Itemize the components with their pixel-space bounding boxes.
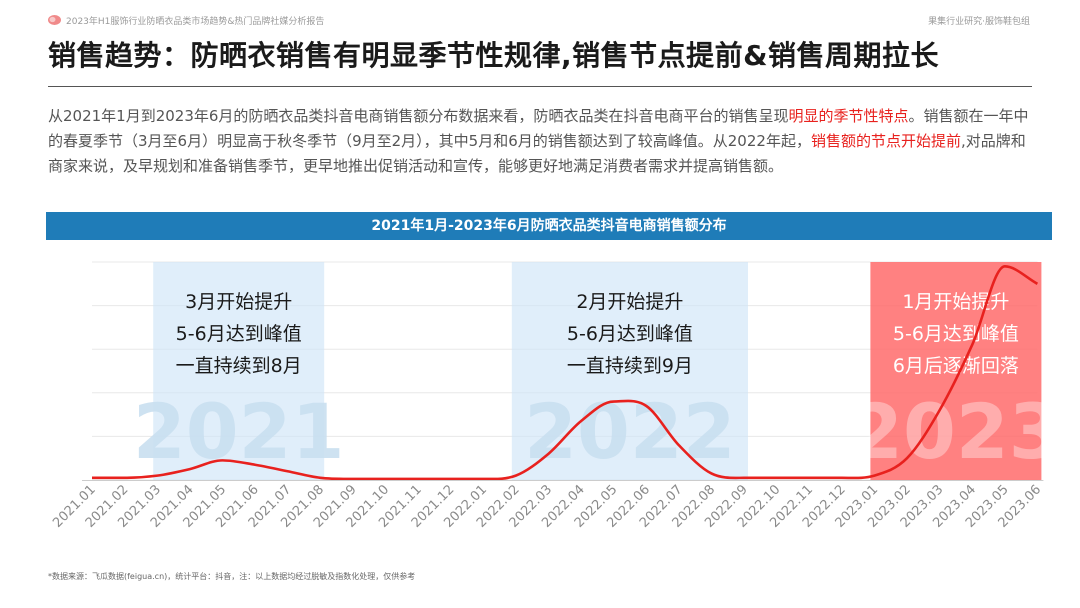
band-annotation-2021: 5-6月达到峰值: [176, 323, 302, 345]
data-point: [384, 478, 386, 480]
highlight-band-2022: [511, 262, 748, 480]
data-point: [938, 409, 940, 411]
report-source: 果集行业研究·服饰鞋包组: [928, 17, 1030, 27]
band-annotation-2022: 5-6月达到峰值: [567, 323, 693, 345]
band-annotation-2023: 6月后逐渐回落: [893, 355, 1019, 377]
data-point: [547, 453, 549, 455]
chart-title-banner: 2021年1月-2023年6月防晒衣品类抖音电商销售额分布: [46, 212, 1052, 240]
data-point: [417, 478, 419, 480]
series-line: [91, 265, 1039, 481]
data-point: [156, 474, 158, 476]
highlight-band-2023: [870, 262, 1042, 480]
band-annotation-2021: 3月开始提升: [185, 291, 292, 313]
data-point: [515, 474, 517, 476]
brand-logo-icon: [48, 15, 61, 25]
data-point: [612, 400, 614, 402]
intro-highlight-2: 销售额的节点开始提前: [810, 132, 961, 150]
data-point: [808, 477, 810, 479]
data-point: [1004, 265, 1006, 267]
data-point: [710, 472, 712, 474]
intro-text-2: 。销售额在一年中的春夏季节（3月至6月）明显高于秋冬季节（9月至2月），其中5月…: [48, 107, 1029, 150]
data-point: [678, 444, 680, 446]
data-point: [189, 468, 191, 470]
intro-highlight-1: 明显的季节性特点: [788, 107, 909, 125]
band-annotation-2023: 5-6月达到峰值: [893, 323, 1019, 345]
data-point: [221, 459, 223, 461]
page-title: 销售趋势：防晒衣销售有明显季节性规律,销售节点提前&销售周期拉长: [48, 39, 940, 72]
band-annotation-2022: 一直持续到9月: [567, 355, 693, 377]
band-annotation-2023: 1月开始提升: [902, 291, 1009, 313]
intro-text-1: 从2021年1月到2023年6月的防晒衣品类抖音电商销售额分布数据来看，防晒衣品…: [48, 107, 789, 125]
data-point: [775, 477, 777, 479]
band-annotation-2022: 2月开始提升: [576, 291, 683, 313]
data-point: [482, 478, 484, 480]
data-point: [971, 344, 973, 346]
title-divider: [48, 86, 1032, 87]
data-point: [286, 470, 288, 472]
data-point: [841, 477, 843, 479]
data-point: [319, 477, 321, 479]
data-source-footnote: *数据来源：飞瓜数据(feigua.cn)，统计平台：抖音，注：以上数据均经过脱…: [48, 572, 416, 581]
data-point: [1036, 283, 1038, 285]
data-point: [906, 457, 908, 459]
data-point: [743, 477, 745, 479]
year-watermark-2023: 2023: [850, 387, 1062, 476]
intro-paragraph: 从2021年1月到2023年6月的防晒衣品类抖音电商销售额分布数据来看，防晒衣品…: [48, 104, 1038, 179]
highlight-band-2021: [153, 262, 325, 480]
data-point: [123, 477, 125, 479]
report-subtitle: 2023年H1服饰行业防晒衣品类市场趋势&热门品牌社媒分析报告: [66, 17, 325, 27]
data-point: [645, 405, 647, 407]
data-point: [352, 478, 354, 480]
intro-text-3: ,对品牌和商家来说，及早规划和准备销售季节，更早地推出促销活动和宣传，能够更好地…: [48, 132, 1026, 175]
band-annotation-2021: 一直持续到8月: [176, 355, 302, 377]
data-point: [580, 420, 582, 422]
sales-line-chart: 20213月开始提升5-6月达到峰值一直持续到8月20222月开始提升5-6月达…: [50, 261, 1062, 531]
data-point: [254, 464, 256, 466]
data-point: [91, 477, 93, 479]
data-point: [449, 478, 451, 480]
header-bar: 2023年H1服饰行业防晒衣品类市场趋势&热门品牌社媒分析报告 果集行业研究·服…: [48, 12, 1038, 30]
data-point: [873, 474, 875, 476]
